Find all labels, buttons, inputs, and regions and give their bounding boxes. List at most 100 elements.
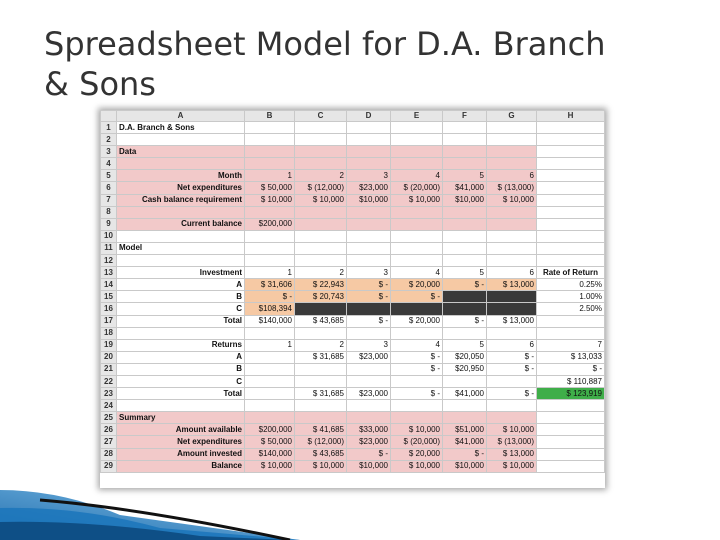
cell-c24[interactable] — [294, 399, 347, 413]
cell-f12[interactable] — [442, 254, 487, 268]
cell-a21[interactable]: B — [116, 362, 245, 376]
cell-e4[interactable] — [390, 157, 443, 171]
cell-c18[interactable] — [294, 326, 347, 340]
cell-a29[interactable]: Balance — [116, 459, 245, 473]
row-header[interactable]: 8 — [100, 205, 117, 219]
cell-d2[interactable] — [346, 133, 391, 147]
cell-b10[interactable] — [244, 229, 295, 243]
cell-g19[interactable]: 6 — [486, 338, 537, 352]
cell-c23[interactable]: $ 31,685 — [294, 387, 347, 401]
cell-h15[interactable]: 1.00% — [536, 290, 605, 304]
cell-g24[interactable] — [486, 399, 537, 413]
cell-f14[interactable]: $ - — [442, 278, 487, 292]
cell-a14[interactable]: A — [116, 278, 245, 292]
cell-g21[interactable]: $ - — [486, 362, 537, 376]
cell-d8[interactable] — [346, 205, 391, 219]
cell-f21[interactable]: $20,950 — [442, 362, 487, 376]
cell-h4[interactable] — [536, 157, 605, 171]
cell-f24[interactable] — [442, 399, 487, 413]
cell-f22[interactable] — [442, 374, 487, 389]
row-header[interactable]: 5 — [100, 169, 117, 183]
cell-f16[interactable] — [442, 302, 487, 316]
cell-c2[interactable] — [294, 133, 347, 147]
cell-b7[interactable]: $ 10,000 — [244, 193, 295, 207]
cell-f27[interactable]: $41,000 — [442, 435, 487, 449]
cell-g12[interactable] — [486, 254, 537, 268]
cell-b20[interactable] — [244, 350, 295, 364]
cell-g29[interactable]: $ 10,000 — [486, 459, 537, 473]
cell-d3[interactable] — [346, 145, 391, 159]
cell-c9[interactable] — [294, 217, 347, 231]
row-header[interactable]: 16 — [100, 302, 117, 316]
cell-h22[interactable]: $ 110,887 — [536, 374, 605, 389]
cell-d16[interactable] — [346, 302, 391, 316]
cell-h17[interactable] — [536, 314, 605, 328]
cell-a11[interactable]: Model — [116, 241, 245, 256]
cell-a4[interactable] — [116, 157, 245, 171]
cell-g9[interactable] — [486, 217, 537, 231]
cell-f3[interactable] — [442, 145, 487, 159]
cell-c16[interactable] — [294, 302, 347, 316]
cell-e12[interactable] — [390, 254, 443, 268]
row-header[interactable]: 28 — [100, 447, 117, 461]
cell-b8[interactable] — [244, 205, 295, 219]
cell-d26[interactable]: $33,000 — [346, 423, 391, 437]
cell-f17[interactable]: $ - — [442, 314, 487, 328]
cell-a5[interactable]: Month — [116, 169, 245, 183]
cell-d7[interactable]: $10,000 — [346, 193, 391, 207]
cell-h12[interactable] — [536, 254, 605, 268]
cell-d9[interactable] — [346, 217, 391, 231]
cell-h9[interactable] — [536, 217, 605, 231]
cell-b12[interactable] — [244, 254, 295, 268]
cell-e23[interactable]: $ - — [390, 387, 443, 401]
cell-c12[interactable] — [294, 254, 347, 268]
cell-e8[interactable] — [390, 205, 443, 219]
row-header[interactable]: 26 — [100, 423, 117, 437]
cell-a23[interactable]: Total — [116, 387, 245, 401]
cell-a7[interactable]: Cash balance requirement — [116, 193, 245, 207]
row-header[interactable]: 14 — [100, 278, 117, 292]
cell-h16[interactable]: 2.50% — [536, 302, 605, 316]
cell-h20[interactable]: $ 13,033 — [536, 350, 605, 364]
cell-h3[interactable] — [536, 145, 605, 159]
column-header-b[interactable]: B — [244, 110, 295, 122]
row-header[interactable]: 15 — [100, 290, 117, 304]
row-header[interactable]: 4 — [100, 157, 117, 171]
cell-h10[interactable] — [536, 229, 605, 243]
cell-g11[interactable] — [486, 241, 537, 256]
cell-c25[interactable] — [294, 411, 347, 425]
cell-b5[interactable]: 1 — [244, 169, 295, 183]
cell-a25[interactable]: Summary — [116, 411, 245, 425]
cell-f7[interactable]: $10,000 — [442, 193, 487, 207]
cell-d29[interactable]: $10,000 — [346, 459, 391, 473]
cell-g17[interactable]: $ 13,000 — [486, 314, 537, 328]
cell-b15[interactable]: $ - — [244, 290, 295, 304]
cell-e25[interactable] — [390, 411, 443, 425]
cell-h1[interactable] — [536, 120, 605, 135]
cell-c21[interactable] — [294, 362, 347, 376]
cell-a6[interactable]: Net expenditures — [116, 181, 245, 195]
cell-a19[interactable]: Returns — [116, 338, 245, 352]
cell-c8[interactable] — [294, 205, 347, 219]
cell-e7[interactable]: $ 10,000 — [390, 193, 443, 207]
cell-e22[interactable] — [390, 374, 443, 389]
cell-f1[interactable] — [442, 120, 487, 135]
cell-c19[interactable]: 2 — [294, 338, 347, 352]
cell-f6[interactable]: $41,000 — [442, 181, 487, 195]
cell-g13[interactable]: 6 — [486, 266, 537, 280]
cell-a20[interactable]: A — [116, 350, 245, 364]
cell-f13[interactable]: 5 — [442, 266, 487, 280]
cell-h14[interactable]: 0.25% — [536, 278, 605, 292]
cell-c14[interactable]: $ 22,943 — [294, 278, 347, 292]
cell-e10[interactable] — [390, 229, 443, 243]
cell-g28[interactable]: $ 13,000 — [486, 447, 537, 461]
cell-e27[interactable]: $ (20,000) — [390, 435, 443, 449]
row-header[interactable]: 25 — [100, 411, 117, 425]
cell-g23[interactable]: $ - — [486, 387, 537, 401]
row-header[interactable]: 13 — [100, 266, 117, 280]
cell-a3[interactable]: Data — [116, 145, 245, 159]
row-header[interactable]: 24 — [100, 399, 117, 413]
cell-e24[interactable] — [390, 399, 443, 413]
cell-d12[interactable] — [346, 254, 391, 268]
cell-b13[interactable]: 1 — [244, 266, 295, 280]
